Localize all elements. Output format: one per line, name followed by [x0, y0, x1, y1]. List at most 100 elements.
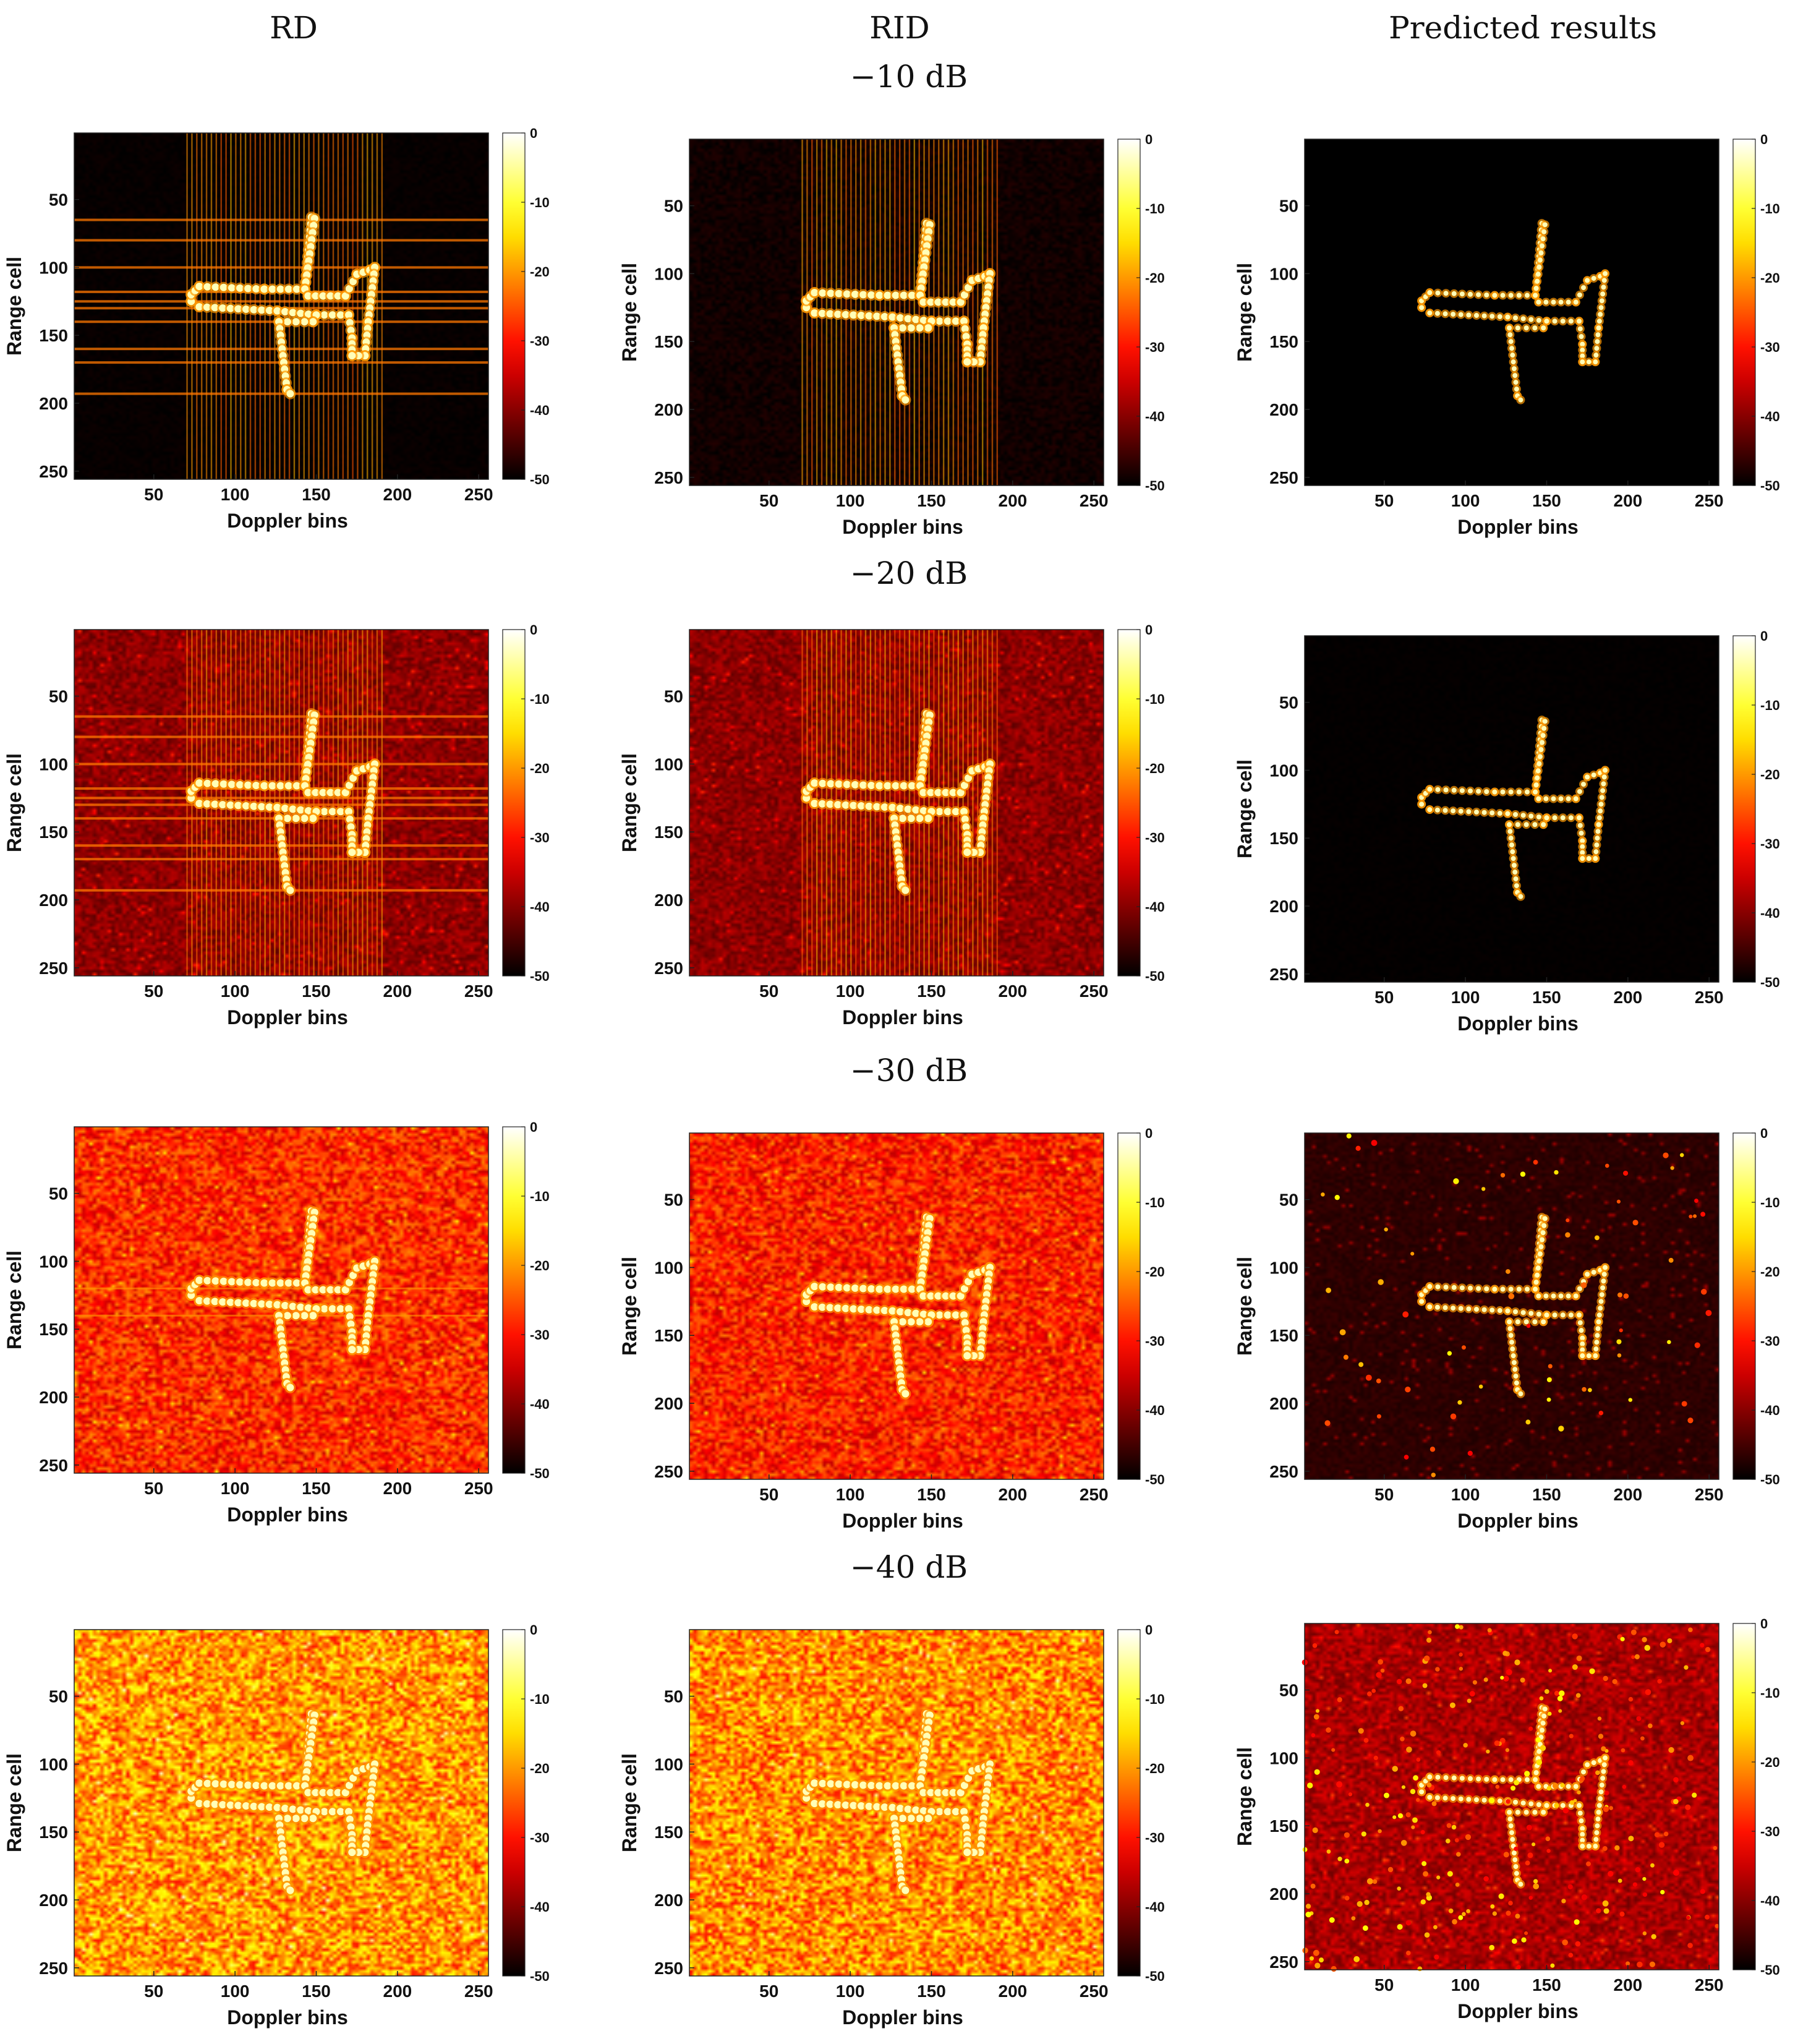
- scatterer-point: [819, 1283, 827, 1291]
- scatterer-point: [1451, 291, 1457, 296]
- noise-speckle: [1436, 1750, 1441, 1755]
- scatterer-point: [1577, 1286, 1582, 1291]
- scatterer-point: [242, 1299, 250, 1307]
- noise-speckle: [1602, 1845, 1608, 1851]
- heatmap-svg: 50 100 150 200 250 50 100 150 200 250 Doppler bins…: [618, 1622, 1165, 2029]
- scatterer-point: [1594, 1340, 1600, 1345]
- scatterer-point: [1595, 829, 1601, 834]
- scatterer-point: [835, 1780, 843, 1788]
- scatterer-point: [1542, 719, 1548, 724]
- noise-speckle: [1701, 1288, 1707, 1295]
- scatterer-point: [1573, 796, 1579, 802]
- scatterer-point: [1473, 1797, 1479, 1803]
- noise-texture: [689, 1630, 1104, 1976]
- scatterer-point: [304, 310, 312, 318]
- noise-speckle: [1365, 1374, 1372, 1381]
- noise-speckle: [1514, 1659, 1520, 1666]
- sidelobe-stripe-vertical: [991, 630, 994, 976]
- noise-speckle: [1540, 1745, 1546, 1751]
- scatterer-point: [1509, 842, 1514, 848]
- scatterer-point: [1500, 1777, 1506, 1782]
- noise-speckle: [1705, 1646, 1711, 1653]
- scatterer-point: [1518, 1881, 1523, 1887]
- noise-speckle: [1508, 1293, 1515, 1299]
- scatterer-point: [1540, 733, 1546, 738]
- scatterer-point: [341, 789, 349, 797]
- y-tick-label: 50: [664, 197, 683, 216]
- scatterer-point: [1500, 789, 1506, 795]
- scatterer-point: [900, 1782, 908, 1790]
- scatterer-point: [345, 1278, 353, 1286]
- scatterer-point: [319, 1286, 327, 1294]
- plot-frame: [689, 139, 1104, 486]
- scatterer-point: [1593, 1353, 1598, 1359]
- colorbar-tick-label: -10: [530, 195, 550, 210]
- scatterer-point: [1598, 1789, 1604, 1795]
- scatterer-point: [859, 781, 867, 789]
- scatterer-point: [942, 1292, 950, 1300]
- colorbar-tick-label: 0: [530, 1119, 537, 1135]
- scatterer-point: [281, 308, 289, 316]
- noise-speckle: [1410, 1730, 1417, 1737]
- scatterer-point: [273, 803, 281, 811]
- scatterer-point: [919, 1789, 927, 1797]
- sidelobe-stripe-vertical: [991, 139, 994, 485]
- noise-speckle: [1314, 1962, 1321, 1969]
- noise-speckle: [1371, 1139, 1378, 1146]
- snr-label-20db: −20 dB: [850, 555, 968, 591]
- noise-speckle: [1458, 1915, 1464, 1920]
- x-tick-label: 250: [1080, 1982, 1109, 2001]
- y-axis-label: Range cell: [618, 753, 641, 852]
- colorbar-tick-label: -10: [530, 1691, 550, 1707]
- noise-texture: [74, 1630, 488, 1976]
- scatterer-point: [1560, 319, 1566, 324]
- sidelobe-stripe-vertical: [928, 139, 930, 485]
- scatterer-point: [1459, 291, 1465, 297]
- noise-speckle: [1410, 1252, 1415, 1256]
- y-tick-label: 150: [654, 823, 683, 842]
- y-tick-label: 150: [39, 326, 68, 345]
- colorbar-tick-label: -50: [530, 472, 550, 487]
- scatterer-point: [1497, 1798, 1502, 1804]
- panel-predicted-40db: 50 100 150 200 250 50 100 150 200 250 Doppler bins…: [1233, 1616, 1793, 2038]
- scatterer-point: [1540, 243, 1545, 249]
- scatterer-point: [1492, 1286, 1498, 1292]
- noise-speckle: [1400, 1737, 1405, 1742]
- scatterer-point: [934, 298, 942, 306]
- scatterer-point: [900, 782, 908, 790]
- scatterer-point: [300, 1815, 309, 1823]
- heatmap-svg: 50 100 150 200 250 50 100 150 200 250 Doppler bins…: [618, 622, 1165, 1028]
- y-tick-label: 200: [39, 394, 68, 413]
- scatterer-point: [1533, 1280, 1539, 1285]
- scatterer-point: [258, 1300, 266, 1308]
- scatterer-point: [281, 1805, 289, 1813]
- noise-speckle: [1397, 1886, 1401, 1891]
- y-axis-label: Range cell: [618, 1753, 641, 1852]
- scatterer-point: [234, 1299, 242, 1307]
- scatterer-point: [834, 1304, 842, 1312]
- sidelobe-stripe-horizontal: [74, 300, 488, 303]
- scatterer-point: [1595, 339, 1600, 344]
- noise-speckle: [1609, 1806, 1614, 1810]
- scatterer-point: [260, 1782, 268, 1790]
- colorbar-tick-label: -50: [1145, 969, 1165, 984]
- scatterer-point: [819, 779, 827, 787]
- x-tick-label: 100: [221, 1479, 250, 1498]
- noise-speckle: [1478, 1384, 1483, 1389]
- y-tick-label: 50: [664, 1191, 683, 1210]
- scatterer-point: [1419, 802, 1425, 807]
- scatterer-point: [300, 815, 309, 823]
- y-tick-label: 250: [654, 1959, 683, 1978]
- scatterer-point: [211, 1780, 219, 1788]
- scatterer-point: [916, 815, 924, 823]
- scatterer-point: [1580, 1844, 1585, 1849]
- colorbar-tick-label: 0: [1145, 1126, 1153, 1141]
- noise-speckle: [1546, 1377, 1552, 1382]
- noise-speckle: [1406, 1747, 1412, 1753]
- scatterer-point: [850, 1802, 858, 1810]
- scatterer-point: [265, 307, 273, 315]
- scatterer-point: [865, 312, 873, 320]
- noise-speckle: [1636, 1716, 1642, 1721]
- sidelobe-stripe-vertical: [381, 630, 383, 976]
- scatterer-point: [1508, 789, 1514, 795]
